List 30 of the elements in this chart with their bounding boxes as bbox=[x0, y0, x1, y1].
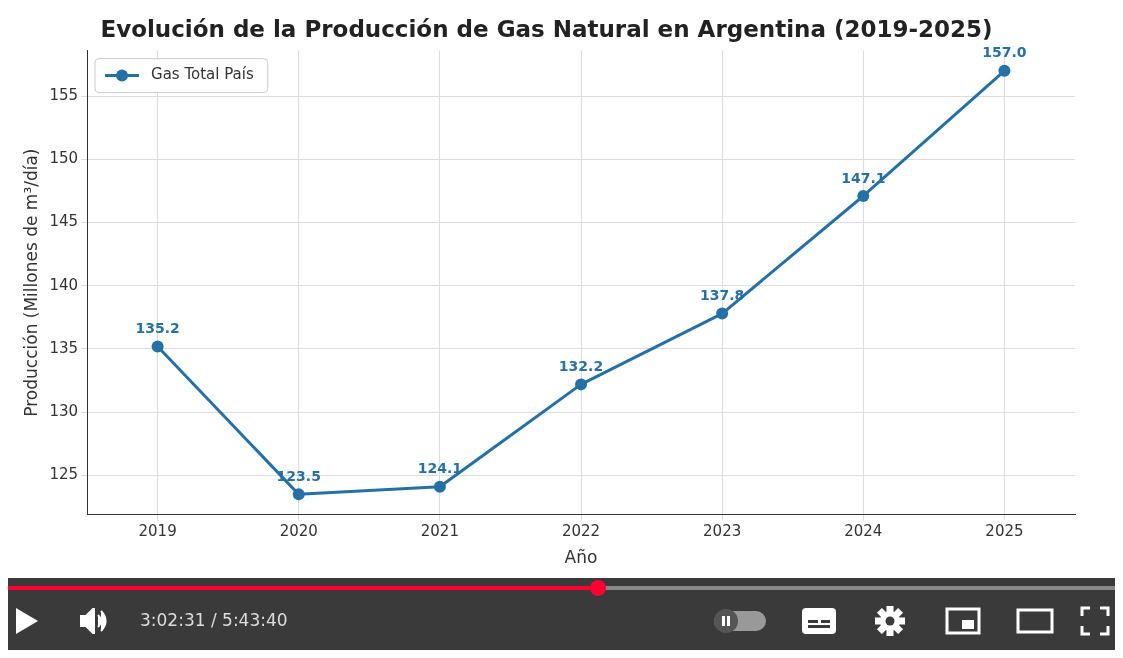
point bbox=[857, 190, 870, 202]
x-tick-label: 2020 bbox=[279, 522, 318, 541]
point bbox=[433, 480, 446, 493]
x-tick-label: 2023 bbox=[703, 522, 742, 541]
x-tick-label: 2022 bbox=[561, 522, 601, 541]
data-label: 132.2 bbox=[558, 358, 604, 375]
y-tick-label: 145 bbox=[49, 212, 79, 231]
x-tick-label: 2019 bbox=[138, 522, 177, 541]
y-tick-label: 155 bbox=[49, 86, 79, 105]
y-tick-label: 125 bbox=[49, 465, 79, 484]
x-tick-label: 2021 bbox=[420, 522, 459, 541]
y-axis-title: Producción (Millones de m³/día) bbox=[20, 148, 41, 417]
point bbox=[292, 488, 305, 501]
text: 3:02:31 / 5:43:40 bbox=[140, 610, 288, 630]
point bbox=[151, 340, 164, 353]
data-label: 124.1 bbox=[417, 460, 463, 477]
data-label: 135.2 bbox=[135, 320, 180, 337]
y-tick-label: 150 bbox=[49, 149, 79, 168]
y-tick-label: 140 bbox=[49, 275, 79, 294]
point bbox=[575, 378, 588, 391]
legend-label: Gas Total País bbox=[151, 65, 254, 84]
data-label: 157.0 bbox=[982, 44, 1027, 61]
point bbox=[716, 307, 729, 320]
chart-title: Evolución de la Producción de Gas Natural en Argentina (2019-2025) bbox=[100, 15, 993, 42]
y-tick-label: 135 bbox=[49, 338, 79, 357]
point bbox=[998, 64, 1011, 77]
x-tick-label: 2025 bbox=[985, 522, 1024, 541]
x-tick-label: 2024 bbox=[844, 522, 883, 541]
y-tick-label: 130 bbox=[49, 402, 79, 421]
x-axis-title: Año bbox=[564, 547, 598, 568]
